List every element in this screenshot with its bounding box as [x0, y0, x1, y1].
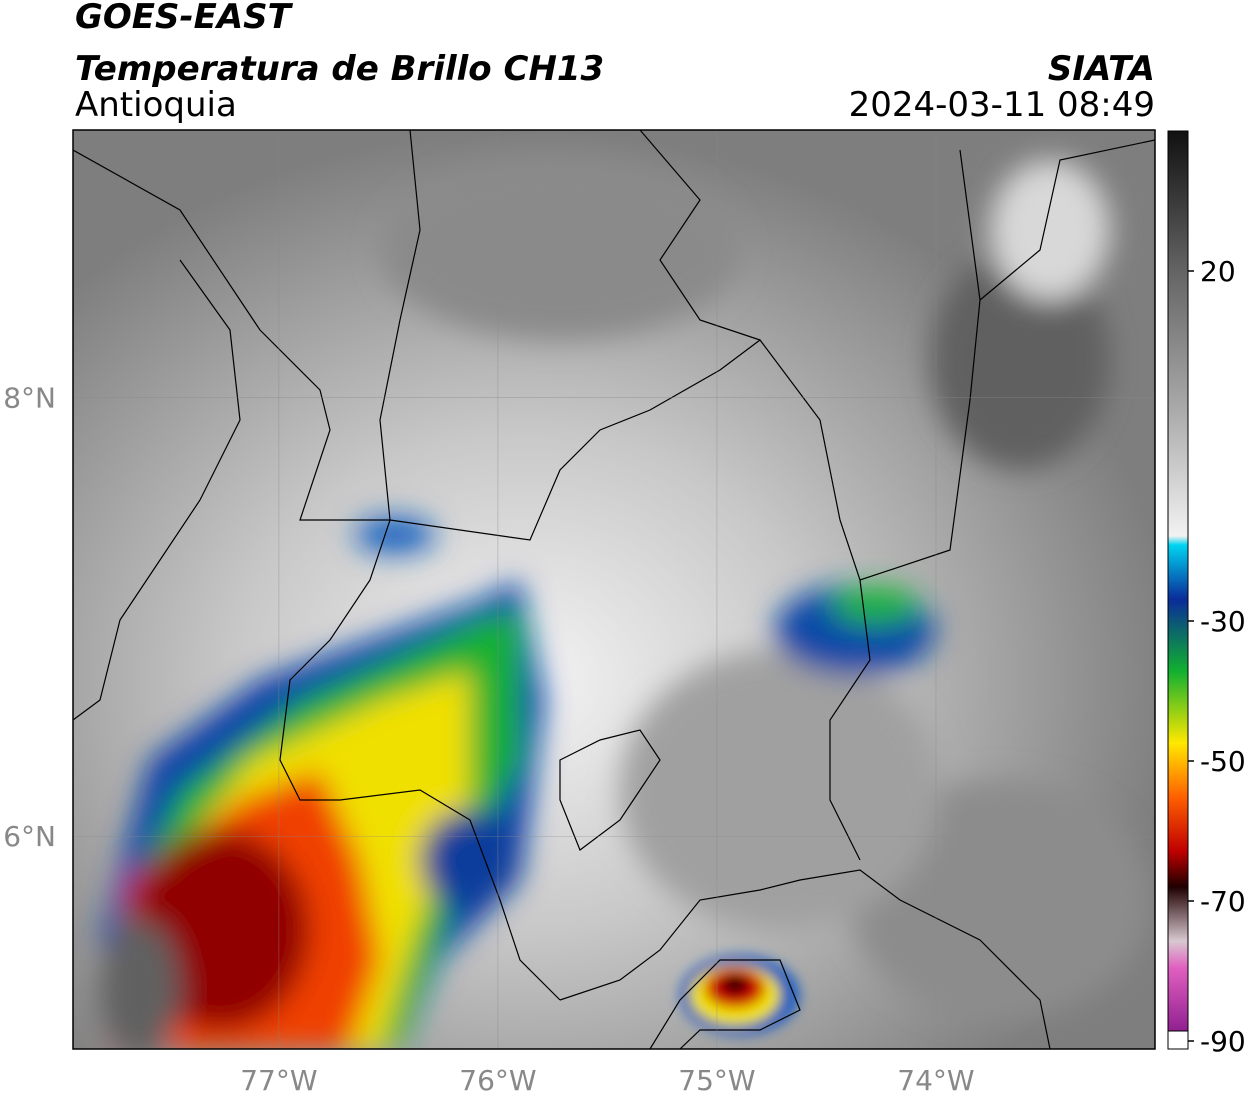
satellite-image [73, 130, 1155, 1049]
source: SIATA [1048, 49, 1155, 89]
datetime: 2024-03-11 08:49 [849, 85, 1155, 125]
x-tick-label: 75°W [678, 1064, 755, 1097]
colorbar-tick-label: -50 [1200, 745, 1246, 778]
colorbar [1167, 130, 1189, 1032]
colorbar-tick-label: 20 [1200, 255, 1236, 288]
x-tick-label: 76°W [459, 1064, 536, 1097]
graticule: 77°W 76°W 75°W 74°W 8°N 6°N [3, 130, 1155, 1097]
subtitle: Temperatura de Brillo CH13 [75, 49, 604, 89]
y-tick-label: 6°N [3, 820, 56, 853]
y-tick-label: 8°N [3, 382, 56, 415]
title: GOES-EAST [75, 0, 294, 37]
colorbar-ticks: 20 -30 -50 -70 -90 [1188, 255, 1246, 1058]
colorbar-tick-label: -90 [1200, 1025, 1246, 1058]
colorbar-tick-label: -30 [1200, 605, 1246, 638]
x-tick-label: 77°W [240, 1064, 317, 1097]
colorbar-tick-label: -70 [1200, 885, 1246, 918]
colorbar-extend [1167, 1030, 1189, 1050]
region: Antioquia [75, 85, 237, 125]
x-tick-label: 74°W [897, 1064, 974, 1097]
map-frame [72, 129, 1156, 1050]
